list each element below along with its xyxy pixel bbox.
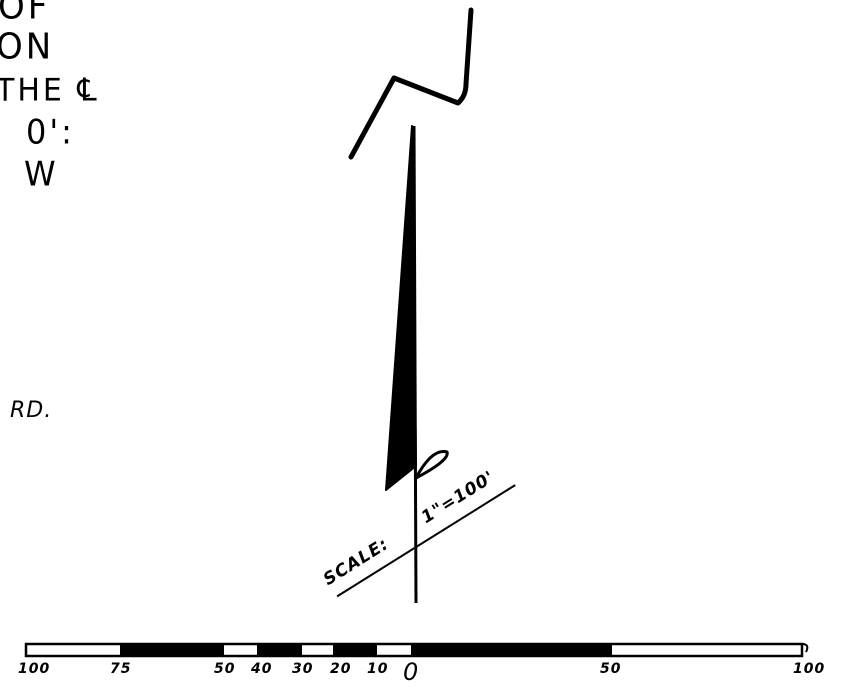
scale-tick-10: 10	[367, 661, 389, 677]
note-line-1: OF	[0, 0, 51, 28]
scale-tick-0: 0	[403, 658, 420, 686]
note-line-2: ON	[0, 26, 55, 68]
scale-note-group	[336, 484, 516, 598]
road-label: RD.	[10, 398, 53, 423]
scale-bar	[24, 642, 809, 658]
scale-tick-75: 75	[110, 661, 132, 677]
scale-tick-50-left: 50	[214, 661, 236, 677]
note-line-4: 0':	[26, 112, 75, 152]
note-line-3: THE ℄	[0, 72, 100, 109]
scale-tick-100-left: 100	[18, 661, 51, 677]
note-line-5: W	[24, 154, 59, 194]
scale-tick-20: 20	[330, 661, 352, 677]
scale-tick-50-right: 50	[600, 661, 622, 677]
scale-tick-40: 40	[251, 661, 273, 677]
north-arrow-icon	[348, 7, 474, 604]
scale-tick-30: 30	[292, 661, 314, 677]
scale-tick-100-right: 100	[793, 661, 826, 677]
